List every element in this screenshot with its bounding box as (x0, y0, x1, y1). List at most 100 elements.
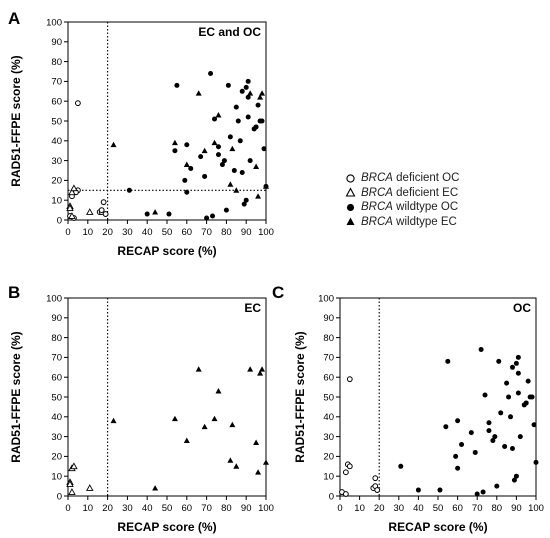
data-point-filled-circle (504, 380, 510, 386)
x-axis-label: RECAP score (%) (117, 244, 216, 258)
data-point-filled-circle (529, 394, 535, 400)
data-point-filled-triangle (247, 366, 254, 372)
y-tick-label: 70 (51, 353, 62, 364)
data-point-filled-triangle (171, 139, 178, 146)
data-point-filled-circle (245, 94, 251, 100)
data-point-filled-circle (208, 70, 214, 76)
panel-letter: B (8, 283, 20, 302)
data-point-filled-circle (480, 489, 486, 495)
data-point-open-triangle (86, 484, 94, 491)
data-point-filled-circle (253, 124, 259, 130)
x-tick-label: 30 (122, 227, 133, 238)
data-point-filled-triangle (253, 439, 260, 445)
data-point-filled-triangle (110, 417, 117, 424)
data-point-filled-circle (486, 428, 492, 434)
data-point-filled-circle (498, 410, 504, 416)
data-point-filled-circle (508, 414, 514, 420)
data-point-filled-circle (172, 148, 178, 154)
y-tick-label: 60 (323, 373, 334, 384)
data-point-filled-triangle (171, 415, 178, 422)
data-point-filled-circle (494, 483, 500, 489)
x-tick-label: 100 (528, 503, 544, 514)
data-point-filled-circle (245, 78, 251, 84)
data-point-filled-circle (212, 116, 218, 122)
data-point-filled-triangle (152, 485, 159, 491)
x-tick-label: 50 (162, 227, 173, 238)
y-tick-label: 10 (51, 472, 62, 483)
data-point-filled-circle (523, 400, 529, 406)
data-point-filled-circle (198, 154, 204, 160)
data-point-open-triangle (66, 204, 74, 211)
data-point-filled-triangle (247, 90, 254, 96)
y-tick-label: 30 (323, 432, 334, 443)
data-point-filled-triangle (201, 147, 208, 154)
data-point-filled-circle (247, 158, 253, 164)
y-tick-label: 20 (51, 176, 62, 187)
data-point-open-triangle (68, 188, 76, 196)
x-tick-label: 60 (182, 503, 193, 514)
data-point-open-circle (100, 199, 107, 206)
data-point-filled-circle (210, 213, 216, 219)
data-point-filled-circle (415, 487, 421, 493)
data-point-filled-circle (513, 360, 519, 366)
y-tick-label: 0 (329, 491, 334, 502)
data-point-open-circle (374, 487, 381, 493)
data-point-filled-triangle (255, 469, 262, 475)
data-point-open-circle (102, 211, 109, 217)
x-tick-label: 80 (492, 503, 503, 514)
y-tick-label: 50 (51, 392, 62, 403)
data-point-filled-circle (241, 201, 247, 207)
data-point-filled-circle (453, 453, 459, 459)
data-point-filled-circle (243, 197, 249, 203)
data-point-filled-triangle (263, 459, 269, 465)
data-point-filled-circle (459, 442, 465, 448)
data-point-filled-circle (233, 104, 239, 110)
x-tick-label: 100 (258, 227, 274, 238)
filled-triangle-marker-icon (346, 217, 355, 226)
data-point-filled-triangle (253, 163, 260, 169)
data-point-filled-circle (166, 211, 172, 217)
data-point-filled-triangle (215, 112, 222, 118)
x-tick-label: 30 (394, 503, 405, 514)
x-tick-label: 90 (241, 227, 252, 238)
y-tick-label: 70 (323, 353, 334, 364)
data-point-filled-circle (239, 88, 245, 94)
data-point-open-circle (342, 491, 349, 497)
data-point-open-triangle (68, 212, 76, 219)
data-point-filled-circle (243, 84, 249, 90)
legend-label: deficient EC (392, 186, 459, 199)
data-point-filled-circle (511, 477, 517, 483)
x-tick-label: 40 (142, 503, 153, 514)
data-point-filled-circle (472, 449, 478, 455)
y-tick-label: 80 (51, 57, 62, 68)
data-point-filled-circle (509, 445, 515, 451)
x-tick-label: 0 (65, 503, 70, 514)
legend: BRCA deficient OC BRCA deficient EC BRCA… (345, 171, 459, 229)
y-tick-label: 100 (318, 293, 334, 304)
data-point-open-circle (372, 475, 379, 482)
data-point-filled-triangle (259, 90, 266, 96)
data-point-open-triangle (70, 184, 78, 192)
data-point-filled-triangle (257, 94, 264, 100)
x-axis-label: RECAP score (%) (117, 520, 216, 534)
panel-title: EC and OC (198, 25, 261, 39)
y-tick-label: 30 (51, 432, 62, 443)
y-tick-label: 0 (57, 215, 62, 226)
legend-item-brca-wildtype-ec: BRCA wildtype EC (345, 215, 459, 230)
data-point-filled-triangle (152, 209, 159, 215)
x-tick-label: 90 (511, 503, 522, 514)
y-axis-label: RAD51-FFPE score (%) (293, 331, 307, 462)
x-tick-label: 60 (182, 227, 193, 238)
data-point-filled-circle (221, 158, 227, 164)
legend-label: wildtype EC (392, 215, 457, 228)
data-point-filled-triangle (215, 388, 222, 394)
panel-letter: C (272, 283, 284, 302)
data-point-open-circle (342, 469, 349, 476)
x-tick-label: 70 (201, 227, 212, 238)
data-point-filled-circle (506, 394, 512, 400)
data-point-filled-circle (202, 173, 208, 179)
data-point-filled-circle (531, 422, 537, 428)
data-point-filled-triangle (227, 181, 234, 187)
x-tick-label: 50 (162, 503, 173, 514)
